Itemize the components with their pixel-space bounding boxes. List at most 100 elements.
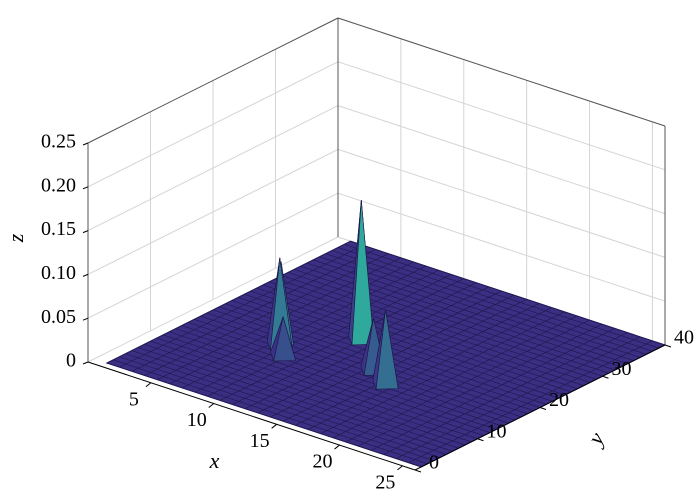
peak [372,309,399,390]
surface-mesh [131,249,376,372]
surface-mesh [358,323,603,447]
x-tick [208,403,215,408]
surface-mesh [194,318,509,424]
z-tick [82,186,89,190]
surface-mesh [337,247,653,352]
z-axis-label: z [3,233,28,243]
surface-mesh [131,350,447,455]
surface-mesh [175,328,491,433]
surface-mesh [320,311,565,434]
z-tick-label: 0.10 [41,262,76,284]
surface-mesh [137,347,453,452]
surface-mesh [119,356,434,461]
surface-mesh [281,275,597,380]
grid-line [337,105,666,215]
surface-mesh [119,244,364,368]
surface-mesh [282,298,527,422]
box-edge [337,17,666,127]
x-tick [397,465,403,471]
surface-mesh [194,269,439,393]
surface-mesh [162,334,478,440]
surface-mesh [269,281,584,386]
surface-mesh [395,336,641,459]
x-axis-label: x [209,448,220,473]
surface-mesh [187,322,503,427]
peak [348,199,375,346]
surface-mesh [144,343,459,449]
surface-mesh [294,268,609,374]
surface-mesh [219,278,464,401]
peak-face [351,199,375,346]
surface-mesh [319,256,634,361]
y-tick-label: 10 [487,420,507,442]
surface-mesh [345,319,590,443]
surface-mesh [307,307,552,430]
surface-mesh [370,328,615,451]
y-tick [664,344,672,348]
surface-mesh [331,250,647,355]
y-tick-label: 0 [429,452,439,474]
surface-mesh [275,278,591,383]
x-tick [334,444,340,450]
z-tick-label: 0 [66,350,76,372]
y-tick-label: 30 [612,358,632,380]
surface-mesh [156,337,472,443]
surface-mesh [350,240,666,346]
z-tick [82,361,89,365]
surface-mesh [262,284,578,390]
surface-mesh [144,253,389,376]
surface-mesh [112,359,428,465]
grid-line [337,148,666,258]
y-axis-label: y [582,428,610,451]
surface-mesh [106,240,351,364]
x-tick-label: 5 [129,388,139,410]
surface-mesh [256,287,572,393]
grid-line [337,61,666,171]
surface-mesh [150,340,466,446]
box-edge [87,17,339,144]
surface-mesh [181,325,497,430]
z-tick-label: 0.25 [41,131,76,153]
surface-mesh [344,243,659,349]
peak-face [375,309,399,390]
surface-mesh [169,261,414,385]
z-tick [82,142,89,146]
x-tick-label: 20 [313,451,333,473]
grid-line [337,192,666,302]
peak [270,315,296,363]
surface-mesh [169,331,484,436]
y-tick [477,438,484,442]
surface-mesh [300,265,616,371]
surface-mesh [333,315,578,439]
x-axis [87,361,416,471]
x-tick [145,382,152,388]
z-tick-label: 0.15 [41,218,76,240]
y-tick-label: 40 [674,327,694,349]
x-tick-label: 25 [375,471,395,493]
y-tick [602,375,609,379]
y-tick [539,407,547,410]
x-tick [271,423,277,429]
surface-mesh [237,297,553,402]
y-tick [414,469,422,473]
surface-mesh [383,332,628,455]
surface-mesh [106,362,422,468]
surface-mesh [287,272,603,377]
surface-mesh [125,353,441,458]
z-tick-label: 0.05 [41,306,76,328]
z-tick [82,317,89,321]
surface-mesh [295,303,540,426]
z-tick [82,230,89,234]
x-tick-label: 10 [187,409,207,431]
surface-mesh [250,290,566,396]
y-tick-label: 20 [549,389,569,411]
surface-mesh [182,265,427,389]
surface-mesh [200,315,516,421]
surface-mesh [207,274,452,397]
surface-mesh [325,253,641,358]
z-tick [82,273,89,277]
x-tick-label: 15 [250,430,270,452]
peak-face [273,316,296,362]
surface-mesh [244,293,559,399]
